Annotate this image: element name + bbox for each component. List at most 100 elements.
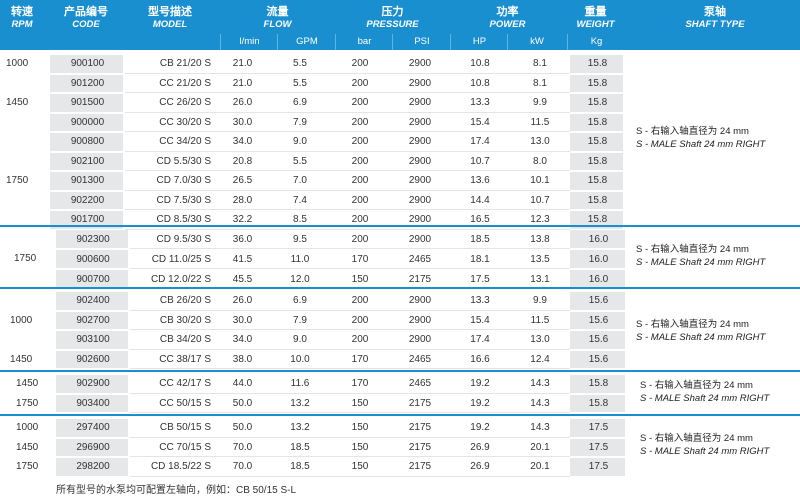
row-line xyxy=(125,228,570,230)
header-model-en: MODEL xyxy=(152,19,188,30)
cell-gpm: 8.5 xyxy=(293,214,307,226)
cell-bar: 200 xyxy=(351,136,369,148)
table-row: 902600 CC 38/17 S 38.0 10.0 170 2465 16.6 12.4 1… xyxy=(0,350,800,369)
row-stripe xyxy=(570,270,625,288)
cell-kg: 15.8 xyxy=(587,116,608,128)
cell-psi: 2900 xyxy=(408,295,432,307)
cell-psi: 2900 xyxy=(408,77,432,89)
cell-kw: 14.3 xyxy=(530,397,550,409)
table-row: 900600 CD 11.0/25 S 41.5 11.0 170 2465 18.1 13.… xyxy=(0,249,800,269)
cell-kg: 15.8 xyxy=(587,214,608,226)
cell-code: 902200 xyxy=(70,194,105,206)
cell-code: 901200 xyxy=(70,77,105,89)
cell-gpm: 11.0 xyxy=(290,253,310,265)
row-stripe xyxy=(50,152,123,170)
row-stripe xyxy=(50,94,123,112)
row-stripe xyxy=(570,419,625,437)
cell-model: CB 50/15 S xyxy=(159,422,211,434)
row-stripe xyxy=(570,250,625,268)
row-stripe xyxy=(570,458,625,476)
table-row: 903100 CB 34/20 S 34.0 9.0 200 2900 17.4 13.0 15… xyxy=(0,330,800,350)
header-rpm: 转速 RPM xyxy=(0,6,44,31)
cell-bar: 200 xyxy=(351,194,369,206)
table-row: 903400 CC 50/15 S 50.0 13.2 150 2175 19.2 14.3 1… xyxy=(0,394,800,413)
row-stripe xyxy=(50,55,123,73)
cell-gpm: 7.4 xyxy=(293,194,307,206)
table-row: 901200 CC 21/20 S 21.0 5.5 200 2900 10.8 8.1 15.… xyxy=(0,74,800,93)
rpm-label: 1450 xyxy=(16,441,39,453)
cell-lmin: 41.5 xyxy=(232,253,253,265)
table-row: 902900 CC 42/17 S 44.0 11.6 170 2465 19.2 14.3 1… xyxy=(0,374,800,394)
table-row: 902100 CD 5.5/30 S 20.8 5.5 200 2900 10.7 8.0 15… xyxy=(0,152,800,171)
row-line xyxy=(125,209,570,210)
cell-lmin: 26.0 xyxy=(232,295,253,307)
row-stripe xyxy=(56,458,128,476)
row-line xyxy=(130,436,570,438)
cell-hp: 17.4 xyxy=(470,334,490,346)
row-stripe xyxy=(570,375,625,393)
footnote: 所有型号的水泵均可配置左轴向，例如：CB 50/15 S-L xyxy=(56,485,297,496)
row-stripe xyxy=(50,113,123,131)
cell-hp: 10.8 xyxy=(470,77,490,89)
cell-kw: 13.5 xyxy=(530,253,550,265)
row-stripe xyxy=(570,94,623,112)
row-stripe xyxy=(570,438,625,456)
cell-gpm: 11.6 xyxy=(290,378,310,390)
header-code: 产品编号 CODE xyxy=(50,6,122,31)
cell-gpm: 9.0 xyxy=(293,334,307,346)
cell-kg: 15.8 xyxy=(587,155,608,167)
cell-code: 296900 xyxy=(76,441,110,453)
cell-kw: 13.8 xyxy=(530,233,550,245)
cell-psi: 2900 xyxy=(408,58,432,70)
cell-bar: 200 xyxy=(351,295,369,307)
cell-lmin: 50.0 xyxy=(232,397,253,409)
cell-code: 902700 xyxy=(76,314,110,326)
cell-psi: 2465 xyxy=(408,253,432,265)
cell-kg: 15.8 xyxy=(587,136,608,148)
cell-gpm: 18.5 xyxy=(290,441,310,453)
row-stripe xyxy=(56,350,128,368)
cell-hp: 18.5 xyxy=(470,233,490,245)
cell-psi: 2175 xyxy=(408,422,432,434)
cell-hp: 19.2 xyxy=(470,378,490,390)
cell-bar: 150 xyxy=(351,422,369,434)
cell-psi: 2465 xyxy=(408,353,432,365)
cell-code: 901700 xyxy=(70,214,105,226)
cell-model: CC 30/20 S xyxy=(159,116,211,128)
cell-gpm: 9.0 xyxy=(293,136,307,148)
cell-lmin: 36.0 xyxy=(232,233,253,245)
unit-psi: PSI xyxy=(392,34,451,50)
cell-model: CB 34/20 S xyxy=(159,334,211,346)
rpm-label: 1450 xyxy=(6,97,29,108)
cell-bar: 200 xyxy=(351,334,369,346)
cell-hp: 16.6 xyxy=(470,353,490,365)
cell-model: CD 11.0/25 S xyxy=(151,253,211,265)
shaft-en: S - MALE Shaft 24 mm RIGHT xyxy=(640,393,770,404)
shaft-en: S - MALE Shaft 24 mm RIGHT xyxy=(640,446,770,457)
cell-model: CC 26/20 S xyxy=(159,97,211,109)
cell-psi: 2175 xyxy=(408,397,432,409)
cell-lmin: 70.0 xyxy=(232,461,253,473)
row-stripe xyxy=(570,211,623,229)
rpm-label: 1000 xyxy=(6,58,29,69)
cell-gpm: 6.9 xyxy=(293,97,307,109)
cell-lmin: 70.0 xyxy=(232,441,253,453)
cell-kw: 20.1 xyxy=(530,461,550,473)
rpm-label: 1450 xyxy=(10,353,33,365)
table-header: 转速 RPM 产品编号 CODE 型号描述 MODEL 流量 FLOW 压力 P… xyxy=(0,0,800,50)
header-pressure: 压力 PRESSURE xyxy=(335,6,450,31)
cell-kg: 15.8 xyxy=(588,397,609,409)
table-row: 901700 CD 8.5/30 S 32.2 8.5 200 2900 16.5 12.3 1… xyxy=(0,210,800,230)
cell-gpm: 10.0 xyxy=(290,353,310,365)
cell-code: 900100 xyxy=(70,58,105,70)
cell-psi: 2900 xyxy=(408,334,432,346)
cell-code: 903100 xyxy=(76,334,110,346)
shaft-en: S - MALE Shaft 24 mm RIGHT xyxy=(636,139,766,150)
cell-psi: 2900 xyxy=(408,214,432,226)
cell-kw: 9.9 xyxy=(533,97,547,109)
table-row: 902700 CB 30/20 S 30.0 7.9 200 2900 15.4 11.5 15… xyxy=(0,311,800,330)
rpm-label: 1450 xyxy=(16,378,39,389)
table-row: 900700 CD 12.0/22 S 45.5 12.0 150 2175 17.5 13.… xyxy=(0,269,800,289)
row-line xyxy=(125,170,570,171)
cell-hp: 14.4 xyxy=(470,194,490,206)
